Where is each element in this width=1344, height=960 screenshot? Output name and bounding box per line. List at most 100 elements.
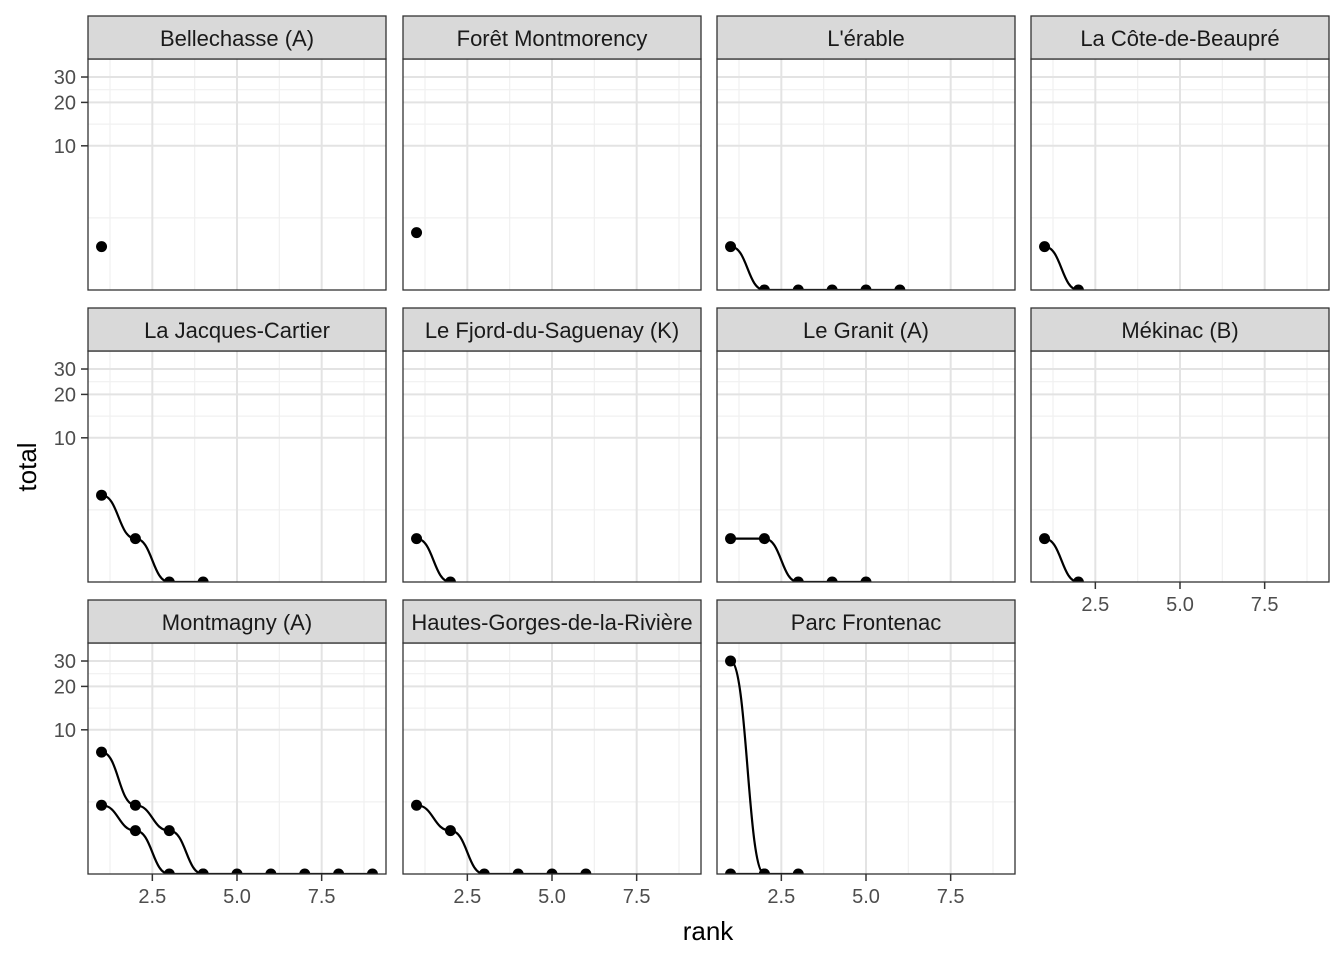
facet-strip-label: Mékinac (B) (1121, 318, 1238, 343)
data-point (725, 533, 737, 545)
facet-strip (1030, 307, 1330, 352)
y-tick-label: 20 (54, 384, 76, 406)
facet-strip (402, 307, 702, 352)
data-point (366, 868, 378, 874)
data-point (197, 576, 209, 582)
data-point (826, 284, 838, 290)
data-point (1039, 241, 1051, 253)
data-point (725, 655, 737, 667)
x-tick-label: 2.5 (453, 886, 481, 908)
facet-strip (402, 15, 702, 60)
data-point (758, 533, 770, 545)
panel-data (1039, 241, 1084, 290)
facet-strip (87, 599, 387, 644)
series-line-1 (101, 494, 204, 582)
x-tick-label: 5.0 (538, 886, 566, 908)
facet-panel-7: Le Granit (A) (716, 307, 1016, 583)
data-point (411, 533, 423, 545)
data-point (444, 825, 456, 837)
data-point (758, 868, 770, 874)
panel-data (96, 746, 378, 874)
y-tick-label: 30 (54, 651, 76, 673)
data-point (163, 825, 175, 837)
data-point (792, 284, 804, 290)
data-point (411, 227, 423, 239)
data-point (96, 799, 108, 811)
data-point (163, 576, 175, 582)
facet-strip-label: Forêt Montmorency (457, 26, 648, 51)
data-point (231, 868, 243, 874)
x-tick-label: 7.5 (308, 886, 336, 908)
facet-strip (716, 307, 1016, 352)
data-point (411, 799, 423, 811)
facet-strip-label: La Côte-de-Beaupré (1080, 26, 1279, 51)
facet-strip-label: Parc Frontenac (791, 610, 941, 635)
facet-panel-3: L'érable (716, 15, 1016, 291)
facet-strip (402, 599, 702, 644)
panel-data (1039, 533, 1084, 582)
data-point (1039, 533, 1051, 545)
panel-data (96, 489, 209, 582)
panel-data (411, 533, 456, 582)
y-tick-label: 10 (54, 720, 76, 742)
facet-panel-8: Mékinac (B) 2.5 5.0 7.5 (1030, 307, 1330, 616)
data-point (96, 746, 108, 758)
facet-strip-label: La Jacques-Cartier (144, 318, 330, 343)
data-point (129, 825, 141, 837)
series-line-1 (729, 659, 766, 874)
y-tick-label: 20 (54, 92, 76, 114)
data-point (129, 799, 141, 811)
data-point (444, 576, 456, 582)
facet-panel-9: Montmagny (A) 10 20 30 2.5 5.0 7.5 (54, 599, 387, 908)
facet-strip-label: L'érable (827, 26, 905, 51)
x-tick-label: 5.0 (223, 886, 251, 908)
x-tick-label: 5.0 (1166, 594, 1194, 616)
y-tick-label: 30 (54, 359, 76, 381)
data-point (894, 284, 906, 290)
x-tick-label: 7.5 (937, 886, 965, 908)
data-point (792, 576, 804, 582)
data-point (163, 868, 175, 874)
panel-data (96, 241, 108, 253)
facet-panel-5: La Jacques-Cartier 10 20 30 (54, 307, 387, 583)
data-point (129, 533, 141, 545)
data-point (299, 868, 311, 874)
y-tick-label: 10 (54, 428, 76, 450)
data-point (860, 284, 872, 290)
y-tick-label: 20 (54, 676, 76, 698)
x-tick-label: 2.5 (767, 886, 795, 908)
data-point (826, 576, 838, 582)
panel-data (725, 655, 804, 874)
facet-strip (716, 599, 1016, 644)
facet-strip (716, 15, 1016, 60)
data-point (478, 868, 490, 874)
facet-panel-10: Hautes-Gorges-de-la-Rivière 2.5 5.0 7.5 (402, 599, 702, 908)
panel-data (725, 241, 906, 290)
series-line-2 (101, 804, 204, 874)
data-point (580, 868, 592, 874)
data-point (860, 576, 872, 582)
data-point (546, 868, 558, 874)
data-point (1072, 284, 1084, 290)
y-tick-label: 10 (54, 136, 76, 158)
facet-panel-6: Le Fjord-du-Saguenay (K) (402, 307, 702, 583)
x-tick-label: 2.5 (138, 886, 166, 908)
data-point (265, 868, 277, 874)
facet-strip (87, 307, 387, 352)
data-point (758, 284, 770, 290)
data-point (1072, 576, 1084, 582)
y-axis-title: total (12, 442, 42, 491)
x-tick-label: 2.5 (1081, 594, 1109, 616)
data-point (333, 868, 345, 874)
facet-panel-4: La Côte-de-Beaupré (1030, 15, 1330, 291)
x-axis-title: rank (683, 916, 735, 946)
x-tick-label: 7.5 (1251, 594, 1279, 616)
facet-panel-2: Forêt Montmorency (402, 15, 702, 291)
data-point (792, 868, 804, 874)
x-tick-label: 5.0 (852, 886, 880, 908)
facet-strip-label: Le Fjord-du-Saguenay (K) (425, 318, 679, 343)
facet-strip (1030, 15, 1330, 60)
panel-data (411, 227, 423, 239)
facet-panel-11: Parc Frontenac 2.5 5.0 7.5 (716, 599, 1016, 908)
